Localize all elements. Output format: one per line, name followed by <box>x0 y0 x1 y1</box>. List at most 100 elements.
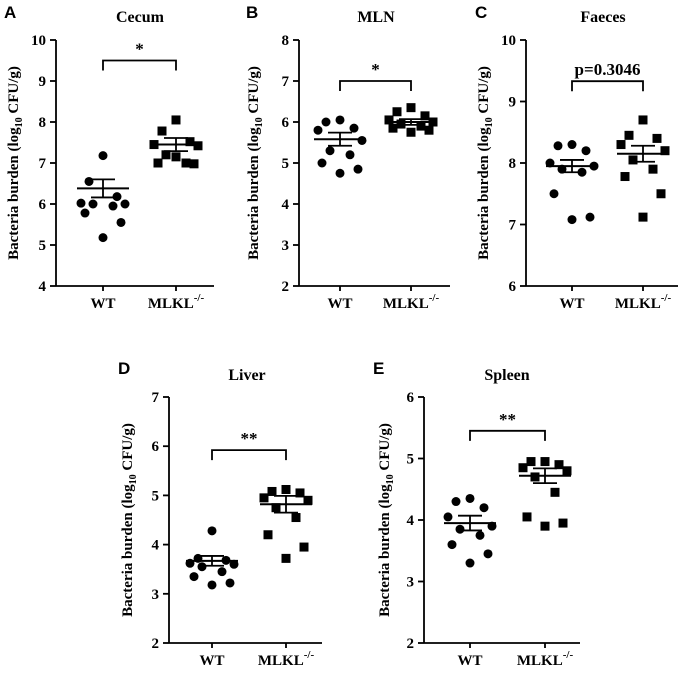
y-axis-label-subscript: 10 <box>14 117 25 127</box>
data-point-square <box>171 152 181 162</box>
data-point-circle <box>465 558 475 568</box>
data-point-square <box>392 107 402 117</box>
y-axis-label-main: Bacteria burden (log <box>120 484 136 617</box>
series-mlkl <box>259 484 313 563</box>
data-point-circle <box>225 578 235 588</box>
y-tick-label: 6 <box>282 115 290 131</box>
y-tick-label: 4 <box>407 513 415 529</box>
data-point-square <box>648 164 658 174</box>
y-tick-label: 2 <box>152 636 160 652</box>
significance-bracket <box>469 429 546 441</box>
panel-letter: C <box>475 3 487 22</box>
x-category-label: MLKL-/- <box>383 292 440 312</box>
data-point-circle <box>447 540 457 550</box>
y-tick-label: 2 <box>407 636 415 652</box>
data-point-circle <box>313 125 323 135</box>
y-axis-label: Bacteria burden (log10 CFU/g) <box>246 66 265 260</box>
significance-bracket <box>339 80 412 91</box>
x-category-superscript: -/- <box>304 649 315 661</box>
data-point-circle <box>549 189 559 199</box>
y-tick-label: 3 <box>282 238 290 254</box>
data-point-circle <box>108 201 118 211</box>
data-point-circle <box>451 497 461 507</box>
data-point-circle <box>345 150 355 160</box>
data-point-square <box>193 141 203 151</box>
data-point-square <box>303 495 313 505</box>
significance-bracket <box>211 449 287 461</box>
x-category-superscript: -/- <box>429 292 440 304</box>
y-axis-label: Bacteria burden (log10 CFU/g) <box>6 66 25 260</box>
x-category-superscript: -/- <box>563 649 574 661</box>
data-point-square <box>299 542 309 552</box>
y-tick-label: 9 <box>509 95 517 111</box>
data-point-square <box>388 123 398 133</box>
x-category-label: WT <box>199 653 224 669</box>
data-point-circle <box>98 233 108 243</box>
data-point-circle <box>567 140 577 150</box>
y-axis-label-main: Bacteria burden (log <box>246 127 262 260</box>
significance-label: ** <box>241 429 258 448</box>
data-point-square <box>620 172 630 182</box>
x-category-label: WT <box>457 653 482 669</box>
y-tick-label: 9 <box>39 74 47 90</box>
data-point-circle <box>567 215 577 225</box>
y-tick-label: 6 <box>509 279 517 295</box>
data-point-circle <box>475 530 485 540</box>
data-point-square <box>550 487 560 497</box>
y-axis-label-main: Bacteria burden (log <box>476 127 492 260</box>
data-point-square <box>185 137 195 147</box>
data-point-circle <box>335 168 345 178</box>
x-category-label: WT <box>559 296 584 312</box>
data-point-square <box>153 158 163 168</box>
data-point-square <box>267 486 277 496</box>
y-axis-label-subscript: 10 <box>484 117 495 127</box>
data-point-square <box>271 503 281 513</box>
data-point-square <box>518 463 528 473</box>
data-point-square <box>259 493 269 503</box>
data-point-circle <box>465 493 475 503</box>
data-point-circle <box>585 212 595 222</box>
data-point-square <box>540 457 550 467</box>
panel-letter: D <box>118 359 130 378</box>
data-point-square <box>526 457 536 467</box>
series-mlkl <box>384 103 438 137</box>
data-point-square <box>295 488 305 498</box>
chart-title: Spleen <box>484 367 529 384</box>
series-wt <box>185 526 239 590</box>
data-point-circle <box>483 549 493 559</box>
significance-bracket <box>102 59 177 71</box>
data-point-circle <box>455 524 465 534</box>
chart-title: Liver <box>228 367 265 384</box>
data-point-square <box>558 518 568 528</box>
data-point-square <box>157 126 167 136</box>
x-category-label: MLKL-/- <box>258 649 315 669</box>
data-point-square <box>540 521 550 531</box>
panel-letter: B <box>246 3 258 22</box>
data-point-square <box>416 121 426 131</box>
y-tick-label: 4 <box>152 538 160 554</box>
y-tick-label: 8 <box>509 156 517 172</box>
y-tick-label: 5 <box>152 488 160 504</box>
data-point-circle <box>317 158 327 168</box>
data-point-circle <box>80 208 90 218</box>
series-mlkl <box>149 115 203 169</box>
y-axis-label-subscript: 10 <box>128 474 139 484</box>
data-point-square <box>660 146 670 156</box>
data-point-circle <box>197 562 207 572</box>
y-axis-label: Bacteria burden (log10 CFU/g) <box>377 423 396 617</box>
data-point-square <box>263 530 273 540</box>
data-point-square <box>628 155 638 165</box>
y-axis-label-tail: CFU/g) <box>476 66 492 117</box>
y-tick-label: 5 <box>39 238 47 254</box>
panel-letter: E <box>373 359 384 378</box>
data-point-square <box>616 140 626 150</box>
data-point-square <box>161 150 171 160</box>
y-tick-label: 6 <box>152 439 160 455</box>
significance-label: * <box>135 40 144 59</box>
data-point-square <box>384 115 394 125</box>
x-category-superscript: -/- <box>661 292 672 304</box>
x-category-label: MLKL-/- <box>148 292 205 312</box>
y-tick-label: 6 <box>407 390 415 406</box>
data-point-circle <box>76 198 86 208</box>
